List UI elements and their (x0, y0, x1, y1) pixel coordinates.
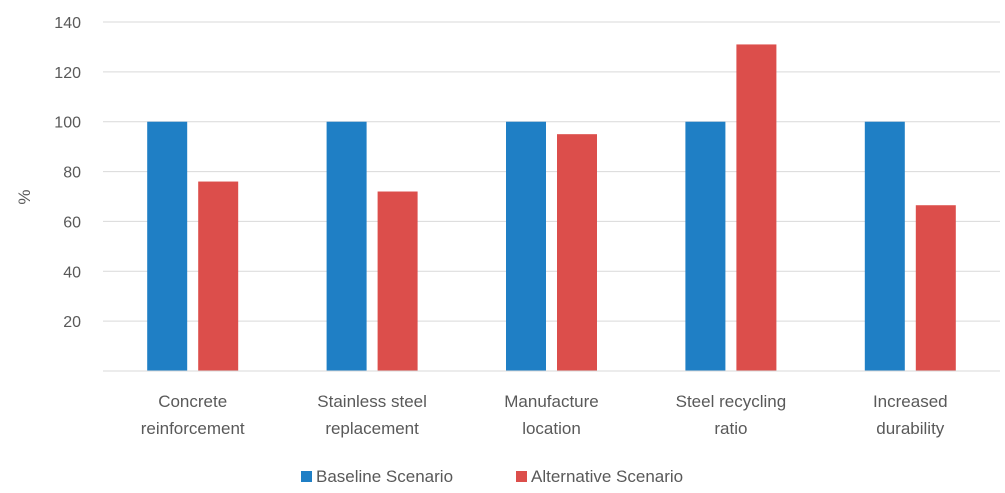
y-tick-label: 120 (54, 65, 81, 82)
legend-swatch (516, 471, 527, 482)
bar-baseline (326, 121, 367, 371)
y-axis-label: % (15, 189, 34, 204)
legend-label: Alternative Scenario (531, 467, 683, 486)
legend-item: Baseline Scenario (301, 467, 453, 486)
y-tick-label: 60 (63, 214, 81, 231)
y-tick-label: 140 (54, 15, 81, 32)
x-tick-label: Stainless steel (317, 392, 427, 411)
x-axis-ticks: Concrete reinforcement Stainless steel repl… (141, 392, 948, 438)
bar-alternative (736, 44, 777, 371)
y-tick-label: 20 (63, 314, 81, 331)
bar-baseline (864, 121, 905, 371)
legend-label: Baseline Scenario (316, 467, 453, 486)
y-axis-ticks: 20 40 60 80 100 120 140 (54, 15, 81, 331)
bar-alternative (915, 205, 956, 371)
bar-baseline (147, 121, 188, 371)
bar-alternative (557, 134, 597, 371)
legend-item: Alternative Scenario (516, 467, 683, 486)
x-tick-label: location (522, 419, 581, 438)
bar-alternative (198, 181, 239, 371)
x-tick-label: reinforcement (141, 419, 245, 438)
legend-swatch (301, 471, 312, 482)
x-tick-label: Manufacture (504, 392, 599, 411)
x-tick-label: replacement (325, 419, 419, 438)
y-tick-label: 40 (63, 264, 81, 281)
y-tick-label: 80 (63, 165, 81, 182)
x-tick-label: Concrete (158, 392, 227, 411)
bars (147, 44, 956, 371)
legend: Baseline Scenario Alternative Scenario (301, 467, 683, 486)
bar-baseline (685, 121, 726, 371)
gridlines (103, 21, 1000, 322)
y-tick-label: 100 (54, 115, 81, 132)
x-tick-label: durability (876, 419, 945, 438)
x-tick-label: Increased (873, 392, 948, 411)
bar-alternative (377, 191, 418, 371)
x-tick-label: ratio (714, 419, 747, 438)
bar-baseline (506, 121, 546, 371)
x-tick-label: Steel recycling (676, 392, 787, 411)
